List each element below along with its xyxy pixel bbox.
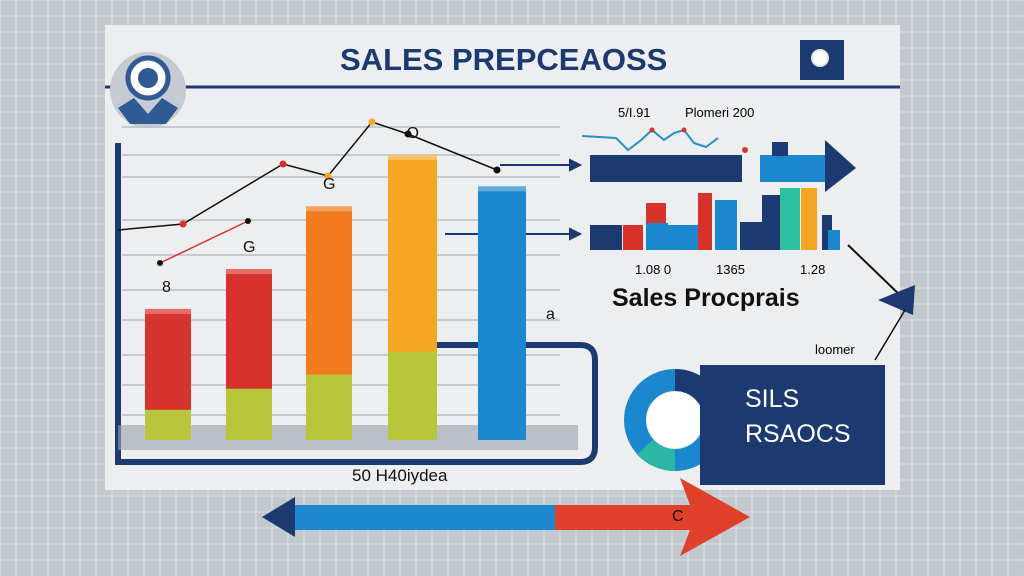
mini-bar	[646, 223, 668, 250]
trend-point	[179, 220, 187, 228]
trend-point	[493, 166, 501, 174]
mini-bar	[822, 215, 832, 250]
mini-bar	[698, 193, 712, 250]
connector-arrows	[445, 158, 583, 241]
value-label: 1.28	[800, 262, 826, 277]
page-title: SALES PREPCEAOSS	[340, 42, 668, 77]
mini-bar	[780, 188, 800, 250]
bar-label: O	[406, 125, 419, 142]
mini-bar	[740, 222, 762, 250]
bar-1	[145, 308, 191, 440]
bar-3	[306, 206, 352, 440]
right-arrow-icon	[760, 140, 856, 192]
top-label-2: Plomeri 200	[685, 105, 755, 120]
search-button[interactable]	[800, 40, 844, 80]
mini-bar	[590, 225, 622, 250]
mini-bar	[801, 188, 817, 250]
trend-point	[404, 130, 412, 138]
summary-line-2: RSAOCS	[745, 420, 851, 448]
arrow-label: C	[672, 508, 684, 525]
pointer-triangle	[878, 285, 915, 315]
chart-footer: 50 H40iydea	[352, 466, 448, 485]
progress-bar	[590, 155, 742, 182]
bar-label: G	[323, 176, 336, 194]
value-label: 1365	[716, 262, 745, 277]
bar-2	[226, 269, 272, 440]
mini-bar	[668, 225, 698, 250]
summary-line-1: SILS	[745, 385, 800, 413]
red-trend-line	[159, 220, 249, 264]
top-label-1: 5/I.91	[618, 105, 651, 120]
chart-frame	[115, 143, 598, 465]
section-subtitle: Sales Procprais	[612, 284, 800, 312]
right-sparkline	[581, 127, 748, 153]
bar-5	[478, 186, 526, 440]
bar-label: G	[243, 239, 256, 256]
bar-label: 8	[162, 278, 171, 296]
note-label: loomer	[815, 342, 855, 357]
double-arrow	[262, 478, 750, 556]
bar-4	[388, 155, 437, 440]
trend-point	[324, 172, 332, 180]
mini-bar	[623, 225, 643, 250]
summary-card	[700, 365, 885, 485]
mini-bar-chart	[590, 188, 840, 250]
trend-point	[279, 160, 287, 168]
bar-label: a	[546, 306, 555, 323]
mini-bar	[828, 230, 840, 250]
mini-bar	[762, 195, 780, 250]
logo-icon	[110, 52, 186, 128]
trend-point	[368, 118, 376, 126]
mini-bar	[715, 200, 737, 250]
value-label: 1.08 0	[635, 262, 672, 277]
